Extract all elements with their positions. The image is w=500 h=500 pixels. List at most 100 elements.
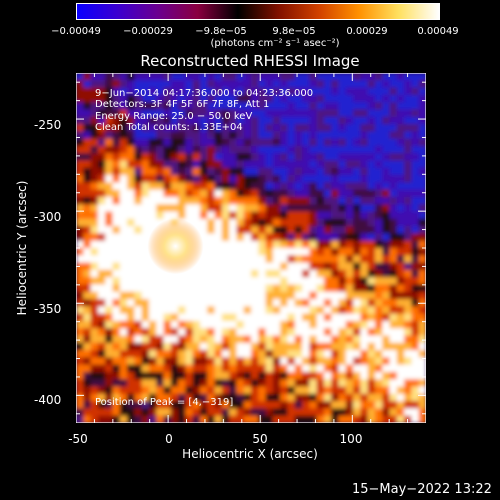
heatmap-cell bbox=[294, 379, 303, 388]
heatmap-cell bbox=[243, 379, 252, 388]
heatmap-cell bbox=[258, 233, 267, 242]
heatmap-cell bbox=[280, 167, 289, 176]
heatmap-cell bbox=[170, 109, 179, 118]
heatmap-cell bbox=[178, 371, 186, 380]
heatmap-cell bbox=[374, 313, 383, 322]
heatmap-cell bbox=[316, 262, 325, 271]
heatmap-cell bbox=[83, 255, 92, 264]
heatmap-cell bbox=[163, 335, 172, 344]
heatmap-cell bbox=[287, 335, 296, 344]
heatmap-cell bbox=[221, 379, 230, 388]
heatmap-cell bbox=[272, 269, 281, 278]
heatmap-cell bbox=[396, 153, 405, 162]
heatmap-cell bbox=[287, 371, 296, 380]
heatmap-cell bbox=[404, 240, 413, 249]
heatmap-cell bbox=[411, 320, 420, 329]
heatmap-cell bbox=[192, 167, 201, 176]
heatmap-cell bbox=[243, 87, 252, 96]
heatmap-cell bbox=[316, 109, 325, 118]
heatmap-cell bbox=[185, 153, 194, 162]
heatmap-cell bbox=[258, 211, 267, 220]
heatmap-cell bbox=[360, 167, 369, 176]
heatmap-cell bbox=[119, 233, 128, 242]
heatmap-cell bbox=[148, 350, 157, 358]
heatmap-cell bbox=[221, 218, 230, 227]
heatmap-cell bbox=[258, 240, 267, 249]
heatmap-cell bbox=[97, 153, 106, 162]
heatmap-cell bbox=[83, 379, 92, 388]
heatmap-cell bbox=[221, 233, 230, 242]
heatmap-cell bbox=[272, 364, 281, 373]
heatmap-cell bbox=[83, 131, 92, 140]
heatmap-cell bbox=[221, 145, 230, 154]
heatmap-cell bbox=[272, 87, 281, 96]
heatmap-cell bbox=[272, 233, 281, 242]
heatmap-cell bbox=[214, 226, 223, 235]
heatmap-cell bbox=[199, 248, 208, 256]
heatmap-cell bbox=[258, 94, 267, 103]
heatmap-cell bbox=[119, 342, 128, 351]
heatmap-cell bbox=[185, 313, 194, 322]
heatmap-cell bbox=[316, 240, 325, 249]
heatmap-cell bbox=[345, 255, 354, 264]
heatmap-cell bbox=[105, 371, 114, 380]
heatmap-cell bbox=[105, 379, 114, 388]
heatmap-cell bbox=[199, 393, 208, 402]
heatmap-cell bbox=[258, 138, 267, 147]
heatmap-cell bbox=[192, 291, 201, 300]
heatmap-cell bbox=[127, 102, 135, 111]
heatmap-cell bbox=[185, 401, 194, 410]
heatmap-cell bbox=[90, 218, 99, 227]
heatmap-cell bbox=[221, 175, 230, 183]
heatmap-cell bbox=[396, 342, 405, 351]
heatmap-cell bbox=[185, 393, 194, 402]
heatmap-cell bbox=[163, 138, 172, 147]
heatmap-cell bbox=[345, 393, 354, 402]
heatmap-cell bbox=[404, 401, 413, 410]
heatmap-cell bbox=[411, 328, 420, 337]
heatmap-cell bbox=[251, 87, 259, 96]
heatmap-cell bbox=[90, 277, 99, 286]
heatmap-cell bbox=[119, 335, 128, 344]
heatmap-cell bbox=[309, 138, 318, 147]
heatmap-cell bbox=[280, 124, 289, 132]
heatmap-cell bbox=[163, 371, 172, 380]
heatmap-cell bbox=[389, 102, 398, 111]
heatmap-cell bbox=[221, 87, 230, 96]
heatmap-cell bbox=[127, 211, 135, 220]
heatmap-cell bbox=[404, 233, 413, 242]
heatmap-cell bbox=[265, 94, 274, 103]
heatmap-cell bbox=[97, 269, 106, 278]
colorbar bbox=[76, 3, 440, 20]
heatmap-cell bbox=[199, 299, 208, 307]
heatmap-cell bbox=[302, 240, 310, 249]
heatmap-cell bbox=[294, 116, 303, 125]
heatmap-cell bbox=[127, 408, 135, 417]
heatmap-cell bbox=[97, 386, 106, 395]
heatmap-cell bbox=[374, 386, 383, 395]
heatmap-cell bbox=[134, 196, 143, 205]
heatmap-cell bbox=[360, 408, 369, 417]
heatmap-cell bbox=[148, 291, 157, 300]
heatmap-cell bbox=[112, 248, 121, 256]
heatmap-cell bbox=[360, 124, 369, 132]
heatmap-cell bbox=[323, 357, 332, 366]
x-tick-label: -50 bbox=[68, 432, 88, 446]
heatmap-cell bbox=[170, 328, 179, 337]
heatmap-cell bbox=[178, 401, 186, 410]
heatmap-cell bbox=[105, 393, 114, 402]
heatmap-cell bbox=[76, 350, 84, 358]
heatmap-cell bbox=[272, 386, 281, 395]
heatmap-cell bbox=[207, 102, 216, 111]
heatmap-cell bbox=[83, 350, 92, 358]
heatmap-cell bbox=[170, 116, 179, 125]
heatmap-cell bbox=[214, 408, 223, 417]
heatmap-cell bbox=[272, 204, 281, 213]
heatmap-cell bbox=[105, 291, 114, 300]
heatmap-cell bbox=[367, 357, 376, 366]
heatmap-cell bbox=[76, 240, 84, 249]
heatmap-cell bbox=[360, 306, 369, 315]
heatmap-cell bbox=[229, 313, 238, 322]
heatmap-cell bbox=[105, 182, 114, 191]
heatmap-cell bbox=[141, 116, 150, 125]
